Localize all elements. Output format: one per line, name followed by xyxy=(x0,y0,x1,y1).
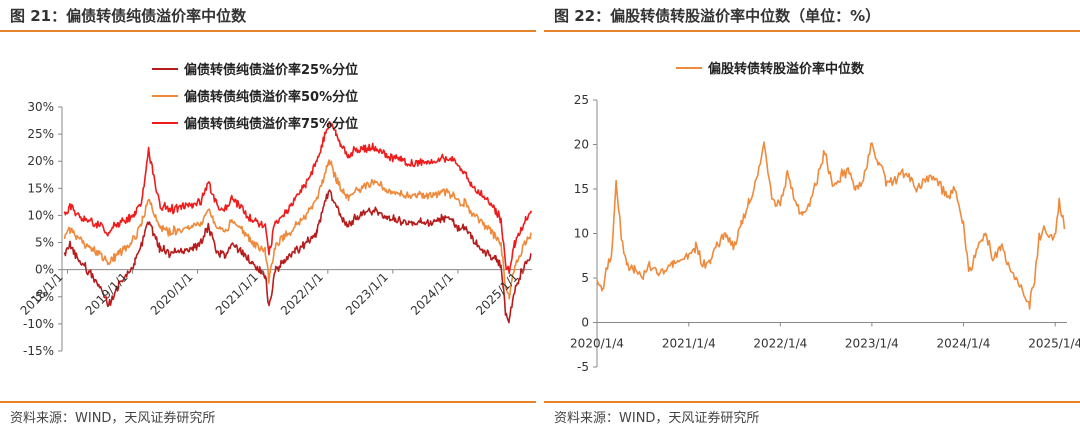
source-rule xyxy=(544,401,1080,403)
y-tick-label: -5 xyxy=(577,360,589,374)
x-tick-label: 2023/1/4 xyxy=(845,337,899,351)
source-note: 资料来源：WIND，天风证券研究所 xyxy=(10,411,216,426)
y-tick-label: 15 xyxy=(574,182,589,196)
y-tick-label: 15% xyxy=(27,181,54,195)
x-tick-label: 2025/1/4 xyxy=(1028,337,1080,351)
legend-label: 偏债转债纯债溢价率50%分位 xyxy=(184,89,358,105)
y-tick-label: 5 xyxy=(581,271,589,285)
panel-right: 图 22：偏股转债转股溢价率中位数（单位：%） -5 0 5 10 15 20 25 2020… xyxy=(544,0,1080,438)
source-note: 资料来源：WIND，天风证券研究所 xyxy=(554,411,760,426)
y-tick-label: 20 xyxy=(574,138,589,152)
y-tick-label: 20% xyxy=(27,154,54,168)
panel-left: 图 21：偏债转债纯债溢价率中位数 -15% -10% -5% 0% 5% 10% 15% 2… xyxy=(0,0,536,438)
legend-label: 偏股转债转股溢价率中位数 xyxy=(708,61,865,77)
title-rule xyxy=(0,30,536,32)
source-rule xyxy=(0,401,536,403)
y-tick-label: 5% xyxy=(35,236,54,250)
chart-left: -15% -10% -5% 0% 5% 10% 15% 20% 25% 30% 2018/1/1 20… xyxy=(18,62,532,358)
series-line xyxy=(596,141,1066,310)
y-tick-label: -15% xyxy=(23,344,54,358)
legend-label: 偏债转债纯债溢价率25%分位 xyxy=(184,62,358,78)
series-line xyxy=(63,159,532,300)
y-tick-label: -5% xyxy=(31,290,54,304)
y-tick-label: 25% xyxy=(27,127,54,141)
x-tick-label: 2018/1/1 xyxy=(18,270,66,318)
x-tick-label: 2019/1/1 xyxy=(83,270,131,318)
x-tick-label: 2023/1/1 xyxy=(343,270,391,318)
y-tick-label: 0% xyxy=(35,263,54,277)
y-tick-label: 0 xyxy=(581,316,589,330)
y-tick-label: -10% xyxy=(23,317,54,331)
x-tick-label: 2024/1/1 xyxy=(408,270,456,318)
x-tick-label: 2021/1/1 xyxy=(213,270,261,318)
y-tick-label: 10 xyxy=(574,227,589,241)
x-tick-label: 2020/1/4 xyxy=(570,337,624,351)
title-rule xyxy=(544,30,1080,32)
y-tick-label: 10% xyxy=(27,208,54,222)
chart-title: 图 22：偏股转债转股溢价率中位数（单位：%） xyxy=(554,7,881,25)
x-tick-label: 2020/1/1 xyxy=(148,270,196,318)
y-tick-label: 25 xyxy=(574,93,589,107)
chart-title: 图 21：偏债转债纯债溢价率中位数 xyxy=(10,7,247,25)
y-tick-label: 30% xyxy=(27,100,54,114)
x-tick-label: 2024/1/4 xyxy=(936,337,990,351)
x-tick-label: 2022/1/4 xyxy=(753,337,807,351)
legend-label: 偏债转债纯债溢价率75%分位 xyxy=(184,116,358,132)
x-tick-label: 2022/1/1 xyxy=(278,270,326,318)
series-line xyxy=(63,120,532,275)
series-line xyxy=(63,189,532,324)
x-tick-label: 2021/1/4 xyxy=(662,337,716,351)
chart-right: -5 0 5 10 15 20 25 2020/1/4 2021/1/4 2022/1/4 2023… xyxy=(570,61,1080,374)
